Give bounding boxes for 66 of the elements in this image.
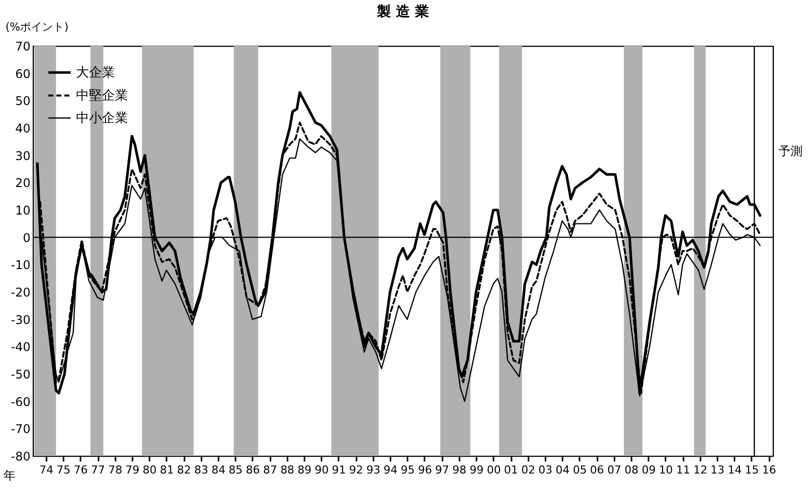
x-tick-label: 92 (349, 464, 364, 476)
y-tick-label: -20 (10, 286, 30, 300)
x-tick-label: 81 (160, 464, 174, 476)
y-tick-label: 10 (15, 204, 30, 218)
x-tick-label: 91 (332, 464, 346, 476)
x-tick-label: 12 (693, 464, 708, 476)
y-tick-label: 30 (15, 148, 30, 163)
x-tick-label: 86 (246, 464, 260, 476)
x-tick-label: 10 (658, 464, 673, 476)
y-tick-label: 40 (15, 122, 30, 136)
y-tick-label: 0 (22, 230, 30, 245)
x-tick-label: 15 (744, 464, 759, 476)
y-axis-title: (%ポイント) (6, 20, 69, 34)
x-tick-label: 95 (400, 464, 415, 476)
x-tick-label: 78 (108, 464, 122, 476)
x-tick-label: 82 (177, 464, 192, 476)
x-tick-label: 16 (762, 464, 776, 476)
x-tick-label: 14 (728, 464, 742, 476)
x-tick-label: 83 (194, 464, 208, 476)
x-tick-label: 85 (228, 464, 243, 476)
x-tick-label: 80 (142, 464, 157, 476)
x-tick-label: 96 (418, 464, 432, 476)
y-tick-label: -30 (10, 312, 30, 327)
y-tick-label: 70 (15, 40, 30, 54)
y-tick-label: -60 (10, 394, 30, 409)
x-tick-label: 98 (452, 464, 466, 476)
x-tick-label: 00 (486, 464, 501, 476)
y-tick-label: -80 (10, 450, 30, 464)
y-tick-label: 60 (15, 66, 30, 81)
x-tick-label: 88 (280, 464, 294, 476)
x-tick-label: 01 (504, 464, 518, 476)
x-tick-label: 90 (314, 464, 329, 476)
x-tick-label: 99 (470, 464, 484, 476)
x-axis-title: 年 (4, 468, 16, 482)
legend-label: 大企業 (76, 66, 115, 80)
x-tick-label: 94 (384, 464, 398, 476)
x-tick-label: 89 (298, 464, 312, 476)
x-tick-label: 03 (538, 464, 552, 476)
x-tick-label: 75 (56, 464, 71, 476)
x-tick-label: 76 (74, 464, 88, 476)
y-tick-label: -40 (10, 340, 30, 354)
x-tick-label: 05 (572, 464, 587, 476)
y-tick-label: 20 (15, 176, 30, 190)
x-tick-label: 97 (435, 464, 450, 476)
x-tick-label: 07 (607, 464, 622, 476)
y-tick-label: 50 (15, 94, 30, 108)
x-tick-label: 79 (125, 464, 140, 476)
x-tick-label: 04 (556, 464, 570, 476)
x-tick-label: 11 (676, 464, 690, 476)
x-tick-label: 84 (211, 464, 226, 476)
x-tick-label: 08 (624, 464, 638, 476)
legend-label: 中小企業 (76, 111, 128, 126)
y-tick-label: -10 (10, 258, 30, 272)
ref-line-label: 予測 (778, 144, 802, 158)
x-tick-label: 77 (91, 464, 105, 476)
chart-title: 製 造 業 (376, 4, 429, 20)
x-tick-label: 93 (366, 464, 380, 476)
x-tick-label: 09 (642, 464, 656, 476)
legend-label: 中堅企業 (76, 88, 128, 104)
x-tick-label: 02 (521, 464, 536, 476)
x-tick-label: 87 (263, 464, 278, 476)
x-tick-label: 74 (39, 464, 54, 476)
x-tick-label: 06 (590, 464, 604, 476)
y-tick-label: -50 (10, 368, 30, 382)
x-tick-label: 13 (710, 464, 725, 476)
y-tick-label: -70 (10, 422, 30, 436)
